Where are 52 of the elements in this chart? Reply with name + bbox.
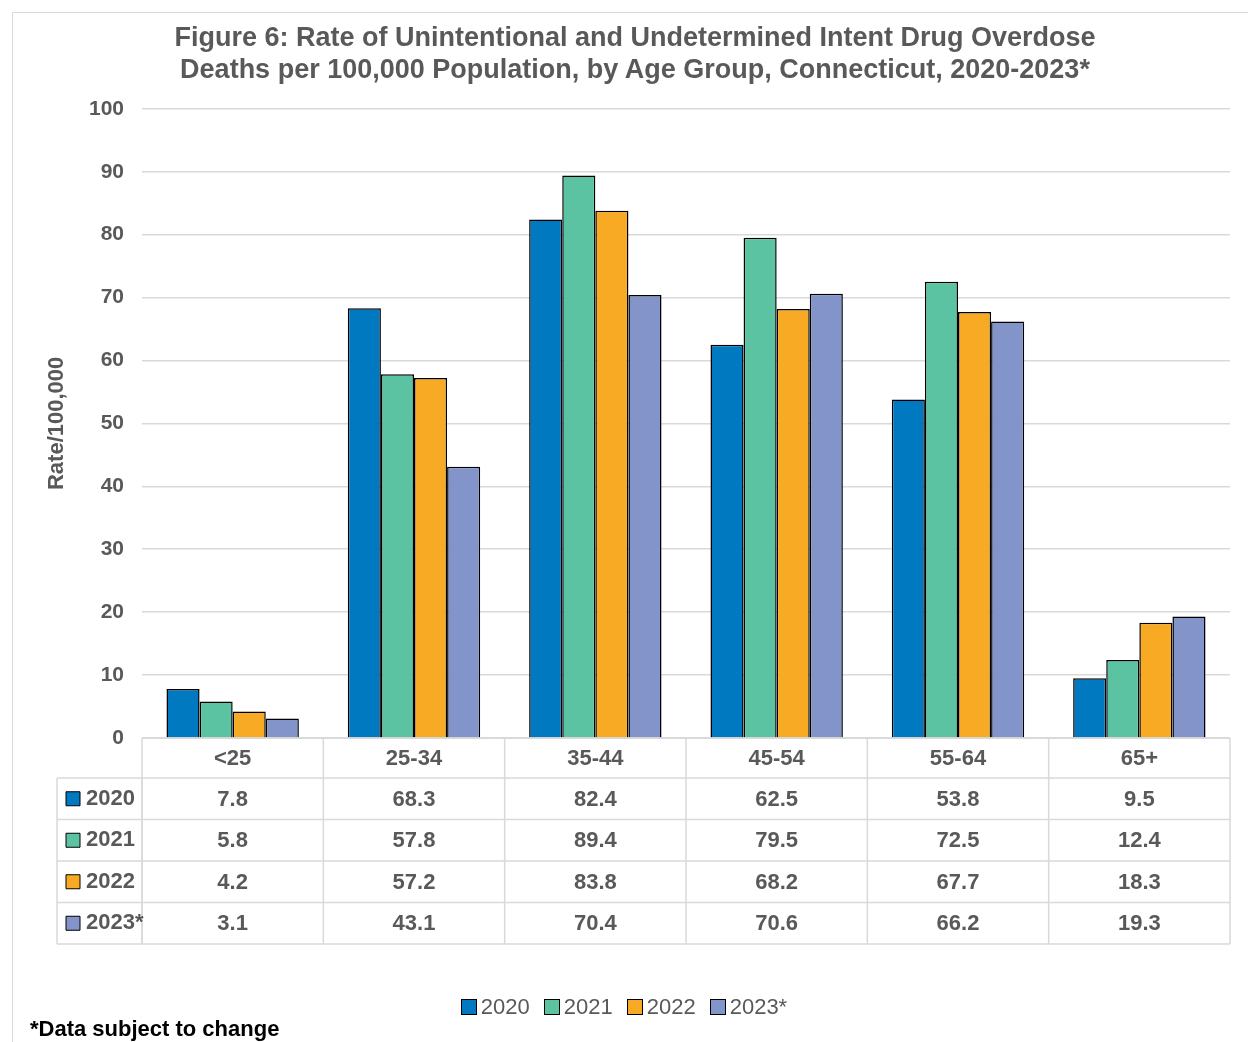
text: 2021 (563, 994, 613, 1019)
data-label: 43.1 (392, 910, 436, 936)
data-label: 18.3 (1117, 868, 1161, 894)
data-label: 57.2 (392, 868, 436, 894)
text: *Data subject to change (30, 1016, 280, 1041)
x-tick-label: 25-34 (385, 745, 443, 771)
data-label: 4.2 (217, 868, 248, 894)
x-tick-label: 55-64 (929, 745, 987, 771)
y-tick-label: 60 (100, 347, 124, 371)
text: 2020 (480, 994, 530, 1019)
data-label: 83.8 (573, 868, 617, 894)
data-label: 66.2 (936, 910, 980, 936)
y-tick-label: 90 (100, 158, 124, 182)
data-label: 89.4 (573, 827, 618, 853)
y-tick-label: 30 (100, 536, 124, 560)
y-tick-label: 10 (100, 661, 124, 685)
data-label: 9.5 (1124, 785, 1155, 811)
data-label: 79.5 (755, 827, 799, 853)
y-tick-label: 50 (100, 410, 124, 434)
y-tick-label: 0 (112, 724, 124, 748)
text: 2022 (646, 994, 696, 1019)
data-label: 82.4 (573, 785, 618, 811)
data-label: 70.6 (755, 910, 799, 936)
legend-label: 2021 (86, 826, 135, 852)
data-label: 5.8 (217, 827, 248, 853)
data-label: 19.3 (1117, 910, 1161, 936)
x-tick-label: 65+ (1120, 745, 1158, 771)
data-label: 67.7 (936, 868, 980, 894)
y-tick-label: 40 (100, 473, 124, 497)
data-label: 3.1 (217, 910, 248, 936)
data-label: 68.3 (392, 785, 436, 811)
data-label: 70.4 (573, 910, 618, 936)
data-label: 12.4 (1117, 827, 1162, 853)
y-tick-label: 20 (100, 598, 124, 622)
y-tick-label: 70 (100, 284, 124, 308)
y-tick-label: 80 (100, 221, 124, 245)
data-label: 72.5 (936, 827, 980, 853)
x-tick-label: 45-54 (748, 745, 806, 771)
data-label: 57.8 (392, 827, 436, 853)
x-tick-label: <25 (214, 745, 252, 771)
y-axis-title: Rate/100,000 (43, 356, 69, 491)
data-label: 62.5 (755, 785, 799, 811)
legend-label: 2020 (86, 784, 135, 810)
data-label: 53.8 (936, 785, 980, 811)
x-tick-label: 35-44 (567, 745, 625, 771)
data-label: 7.8 (217, 785, 248, 811)
chart-title: Figure 6: Rate of Unintentional and Undetermined Intent Drug Overdose Deaths per 100,000 Population, by Age Group, Connecticut, 2020-2023* (174, 21, 1096, 85)
text: 2023* (729, 994, 788, 1019)
legend-label: 2023* (86, 909, 144, 935)
y-tick-label: 100 (88, 95, 124, 119)
legend-label: 2022 (86, 867, 135, 893)
data-label: 68.2 (755, 868, 799, 894)
